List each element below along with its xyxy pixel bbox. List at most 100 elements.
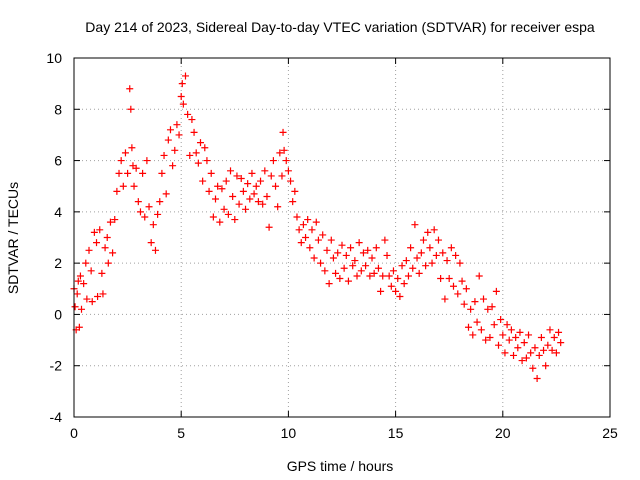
y-tick-label: -4: [50, 409, 63, 425]
data-point: [132, 164, 140, 172]
data-point: [302, 234, 310, 241]
data-point: [186, 151, 194, 159]
data-point: [269, 157, 277, 165]
data-point: [224, 210, 232, 218]
data-point: [218, 185, 226, 193]
data-point: [409, 264, 417, 272]
data-point: [259, 200, 267, 208]
x-tick-label: 25: [602, 425, 618, 441]
data-point: [103, 234, 111, 241]
data-point: [177, 92, 185, 100]
y-tick-label: 0: [54, 306, 62, 322]
data-point: [552, 349, 560, 357]
data-point: [529, 364, 537, 372]
data-point: [434, 236, 442, 244]
y-tick-label: 2: [54, 255, 62, 271]
data-point: [181, 72, 189, 80]
data-point: [349, 262, 357, 270]
data-point: [540, 346, 548, 354]
data-point: [544, 341, 552, 349]
data-point: [274, 203, 282, 211]
data-point: [437, 275, 445, 283]
data-point: [452, 251, 460, 259]
tick-labels-layer: 0 5 10 15 20 25 -4 -2 0 2 4 6 8 10: [46, 50, 618, 441]
data-point: [160, 151, 168, 159]
data-point: [143, 157, 151, 165]
x-tick-label: 10: [281, 425, 297, 441]
data-point: [546, 326, 554, 334]
data-point: [287, 177, 295, 185]
data-point: [212, 195, 220, 203]
data-point: [454, 290, 462, 298]
data-point: [184, 110, 192, 118]
data-point: [332, 269, 340, 277]
data-point: [205, 187, 213, 195]
data-point: [203, 157, 211, 165]
data-point: [209, 213, 217, 221]
data-point: [447, 244, 455, 252]
data-point: [257, 177, 265, 185]
data-point: [456, 259, 464, 267]
y-axis-label: SDTVAR / TECUs: [5, 182, 21, 294]
data-point: [327, 236, 335, 244]
data-point: [147, 239, 155, 247]
data-point: [235, 200, 243, 208]
data-point: [267, 172, 275, 180]
data-point: [415, 269, 423, 277]
data-point: [458, 277, 466, 285]
data-point: [319, 231, 327, 239]
data-point: [497, 316, 505, 324]
data-point: [469, 331, 477, 339]
data-point: [325, 280, 333, 288]
data-point: [280, 146, 288, 154]
data-point: [492, 287, 500, 295]
data-point: [484, 305, 492, 313]
data-point: [154, 210, 162, 218]
data-point: [428, 259, 436, 267]
data-point: [80, 280, 88, 288]
data-point: [342, 251, 350, 259]
data-point: [480, 295, 488, 303]
data-point: [284, 167, 292, 175]
y-tick-label: 6: [54, 153, 62, 169]
points-layer: [70, 72, 565, 383]
data-point: [297, 239, 305, 247]
x-tick-label: 5: [177, 425, 185, 441]
data-point: [347, 244, 355, 252]
data-point: [555, 328, 563, 336]
data-point: [486, 334, 494, 342]
data-point: [377, 287, 385, 295]
data-point: [355, 239, 363, 247]
data-point: [323, 246, 331, 254]
data-point: [426, 244, 434, 252]
data-point: [83, 295, 91, 303]
data-point: [265, 223, 273, 231]
data-point: [387, 282, 395, 290]
ticks-layer: [73, 57, 611, 418]
data-point: [291, 187, 299, 195]
data-point: [162, 190, 170, 198]
data-point: [119, 182, 127, 190]
data-point: [477, 326, 485, 334]
data-point: [194, 159, 202, 167]
data-point: [424, 228, 432, 236]
data-point: [449, 282, 457, 290]
x-tick-label: 15: [388, 425, 404, 441]
data-point: [334, 249, 342, 257]
data-point: [404, 272, 412, 280]
data-point: [475, 272, 483, 280]
data-point: [520, 339, 528, 347]
data-point: [514, 344, 522, 352]
data-point: [362, 262, 370, 270]
y-tick-label: 4: [54, 204, 62, 220]
data-point: [495, 341, 503, 349]
data-point: [115, 169, 123, 177]
data-point: [364, 246, 372, 254]
data-point: [293, 213, 301, 221]
data-point: [222, 177, 230, 185]
data-point: [422, 262, 430, 270]
data-point: [82, 259, 90, 267]
data-point: [419, 236, 427, 244]
data-point: [336, 275, 344, 283]
